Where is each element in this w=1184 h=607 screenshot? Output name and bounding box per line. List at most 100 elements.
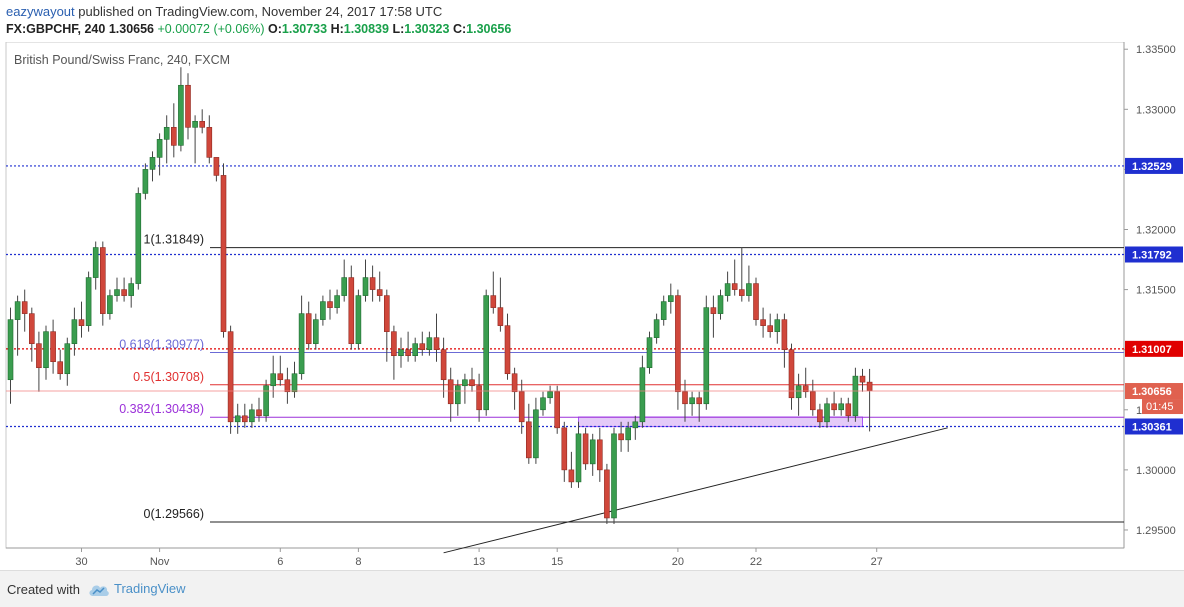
last-price-text: 1.30656 [1132, 386, 1172, 398]
candle-body [405, 349, 411, 356]
price-label-box [1125, 157, 1183, 174]
candle-body [256, 409, 262, 417]
fib-level-label: 0.382(1.30438) [119, 402, 204, 416]
price-tick-label: 1.32000 [1136, 224, 1176, 236]
candle-body [7, 319, 14, 381]
candle-body [639, 367, 646, 423]
author-link[interactable]: eazywayout [6, 4, 75, 19]
time-tick-label: 6 [277, 556, 283, 568]
countdown-box [1142, 399, 1183, 415]
candle-body [554, 391, 561, 429]
candle-body [632, 421, 639, 429]
candle-body [724, 283, 731, 296]
candle-body [355, 295, 362, 344]
candle-body [107, 295, 113, 314]
last-price-box [1125, 383, 1183, 400]
tradingview-brand[interactable]: TradingView [88, 581, 186, 597]
time-tick-label: 15 [551, 556, 563, 568]
candle-body [28, 313, 35, 344]
candle-body [483, 295, 490, 411]
candle-body [795, 385, 802, 399]
close-value: 1.30656 [466, 22, 512, 36]
candle-body [618, 433, 624, 441]
candle-body [163, 127, 170, 140]
candle-body [362, 277, 369, 296]
candle-body [547, 391, 553, 399]
candle-body [667, 295, 674, 302]
created-with-text: Created with [7, 582, 80, 597]
candle-body [298, 313, 305, 375]
candle-body [376, 289, 383, 296]
candle-body [128, 283, 134, 296]
candle-body [234, 415, 241, 423]
candle-body [21, 301, 28, 314]
candle-body [426, 337, 433, 350]
candle-body [412, 343, 419, 356]
candle-body [717, 295, 724, 314]
candle-body [497, 307, 504, 326]
trend-line [443, 427, 948, 554]
candle-body [213, 157, 220, 176]
candle-body [710, 307, 717, 314]
candle-body [575, 433, 582, 483]
candle-body [490, 295, 497, 308]
chart-header: eazywayout published on TradingView.com,… [0, 0, 1184, 42]
candle-body [369, 277, 376, 290]
candle-body [312, 319, 319, 344]
candle-body [85, 277, 92, 326]
time-tick-label: 20 [672, 556, 684, 568]
candle-body [263, 385, 269, 417]
candle-body [753, 283, 759, 320]
candle-body [738, 289, 745, 296]
quote-line: FX:GBPCHF, 240 1.30656 +0.00072 (+0.06%)… [6, 22, 511, 36]
price-chart[interactable]: British Pound/Swiss Franc, 240, FXCM 1.33… [0, 42, 1184, 570]
candle-body [817, 409, 823, 423]
candle-body [675, 295, 681, 393]
candle-body [774, 319, 781, 332]
price-tick-label: 1.33000 [1136, 104, 1176, 116]
candle-body [348, 277, 355, 344]
candle-body [824, 403, 830, 423]
candle-body [433, 337, 440, 350]
candle-body [561, 427, 568, 471]
candle-body [242, 415, 248, 423]
price-label-text: 1.30361 [1132, 421, 1172, 433]
published-text: published on TradingView.com, November 2… [78, 4, 443, 19]
candle-body [682, 391, 688, 405]
last-price: 1.30656 [108, 22, 155, 36]
candle-body [92, 247, 99, 278]
candle-body [611, 433, 617, 519]
price-change: +0.00072 (+0.06%) [157, 22, 265, 36]
candle-body [50, 331, 56, 363]
candle-body [249, 409, 255, 423]
fib-level-label: 0.618(1.30977) [119, 337, 204, 351]
open-label: O: [268, 22, 282, 36]
candle-body [78, 319, 85, 326]
candle-body [227, 331, 234, 423]
fib-level-label: 1(1.31849) [144, 233, 204, 247]
candle-body [689, 397, 695, 405]
publish-info: eazywayout published on TradingView.com,… [6, 4, 442, 19]
candle-body [121, 289, 127, 296]
candle-body [327, 301, 333, 308]
candle-body [64, 343, 71, 375]
candle-body [838, 403, 845, 411]
candle-body [660, 301, 667, 320]
candle-body [178, 84, 184, 146]
candle-body [831, 403, 837, 411]
candle-body [802, 385, 809, 393]
close-label: C: [452, 22, 467, 36]
candle-body [809, 391, 816, 411]
candle-body [14, 301, 21, 320]
candle-body [71, 319, 78, 344]
candle-body [156, 139, 163, 158]
candle-body [383, 295, 390, 332]
price-label-text: 1.32529 [1132, 161, 1172, 173]
time-tick-label: 30 [75, 556, 87, 568]
candle-body [760, 319, 766, 326]
candle-body [305, 313, 312, 344]
candle-body [171, 127, 177, 146]
price-tick-label: 1.33500 [1136, 44, 1176, 56]
candle-body [149, 157, 156, 170]
candle-body [462, 379, 468, 387]
